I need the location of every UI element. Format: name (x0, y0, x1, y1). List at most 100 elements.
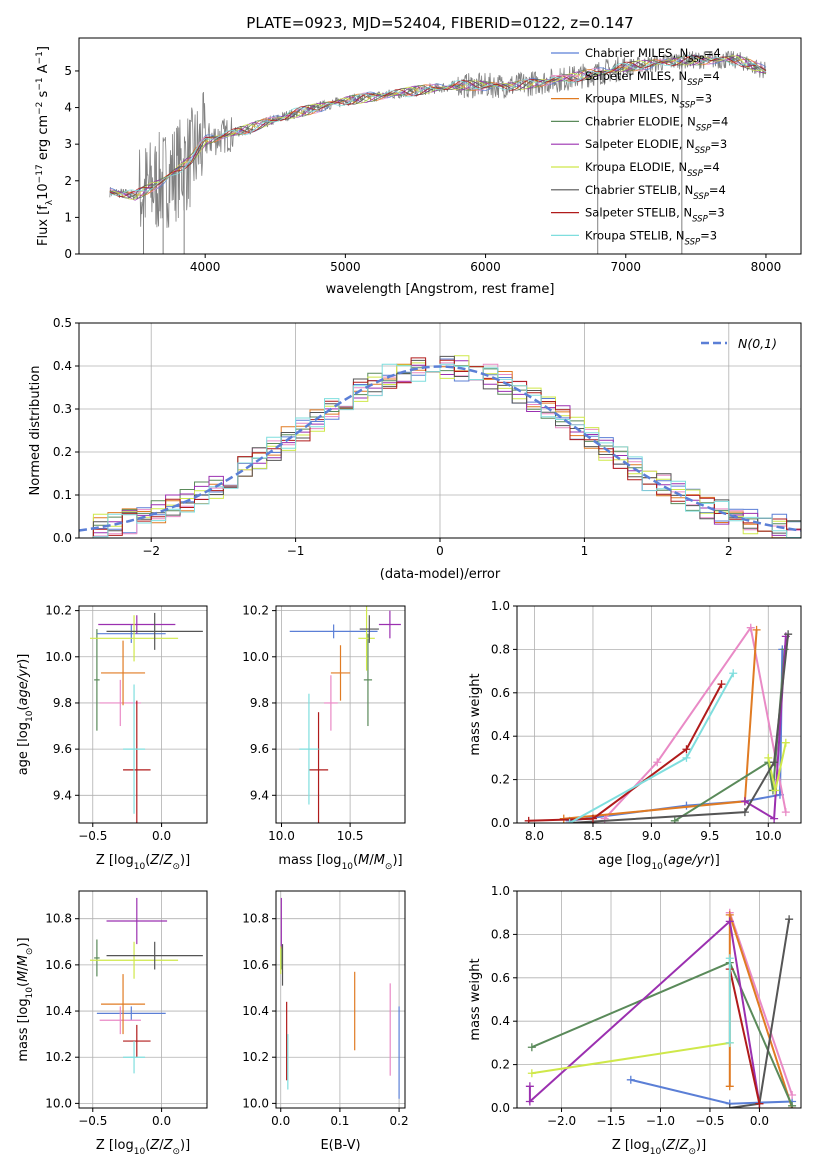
weight-marker (682, 801, 691, 810)
legend-entry: Salpeter STELIB, NSSP=3 (585, 206, 725, 225)
chart-weight-vs-Z: −2.0 −1.5 −1.0 −0.5 0.0 0.0 0.2 0.4 0.6 0.8 1.0 Z [… (468, 884, 802, 1157)
plot-area (525, 908, 797, 1108)
error-point (96, 1006, 166, 1021)
y-axis-label: mass weight (468, 673, 483, 755)
y-tick-label: 4 (64, 101, 72, 115)
error-point (358, 606, 375, 671)
x-tick-label: 0.0 (152, 1114, 171, 1128)
x-axis-label: mass [log10(M/M⊙)] (278, 853, 402, 872)
y-tick-label: 10.0 (242, 1096, 269, 1110)
weight-marker (725, 1038, 734, 1047)
model-spectrum (109, 54, 767, 196)
x-tick-label: 8.5 (583, 829, 602, 843)
y-tick-label: 0.4 (491, 729, 510, 743)
x-tick-label: −1.5 (596, 1114, 625, 1128)
axes-frame (78, 605, 208, 824)
weight-marker (781, 808, 790, 817)
x-tick-label: 5000 (330, 260, 361, 274)
figure-title: PLATE=0923, MJD=52404, FIBERID=0122, z=0… (246, 14, 633, 32)
y-tick-label: 3 (64, 137, 72, 151)
weight-marker (524, 816, 533, 823)
error-point (106, 897, 168, 945)
weight-marker (752, 625, 761, 634)
y-tick-label: 0.8 (491, 642, 510, 656)
x-tick-label: 0 (436, 544, 444, 558)
weight-marker (525, 1097, 534, 1106)
weight-marker (729, 669, 738, 678)
y-tick-label: 10.2 (242, 1050, 269, 1064)
y-tick-label: 0.1 (53, 488, 72, 502)
axes-frame (78, 890, 208, 1109)
y-tick-label: 1.0 (491, 884, 510, 898)
weight-marker (725, 1104, 734, 1108)
y-tick-label: 9.4 (53, 788, 72, 802)
y-tick-label: 9.8 (250, 696, 269, 710)
legend-entry: Salpeter ELODIE, NSSP=3 (585, 137, 727, 156)
x-tick-label: 0.2 (390, 1114, 409, 1128)
y-tick-label: 1 (64, 210, 72, 224)
error-point (90, 615, 179, 662)
plot-area (524, 623, 793, 823)
x-tick-label: −2 (142, 544, 160, 558)
model-spectrum (109, 55, 767, 195)
y-tick-label: 10.2 (242, 604, 269, 618)
error-point (378, 610, 401, 639)
error-point (99, 679, 141, 727)
x-tick-label: 0.0 (152, 829, 171, 843)
x-tick-label: −1 (287, 544, 305, 558)
weight-marker (653, 758, 662, 767)
error-point (123, 1024, 151, 1058)
axes-frame (516, 890, 802, 1109)
error-point (123, 700, 151, 823)
y-tick-label: 10.8 (242, 912, 269, 926)
y-tick-label: 10.0 (45, 1096, 72, 1110)
weight-marker (740, 808, 749, 817)
plot-area (109, 50, 767, 254)
y-tick-label: 0.6 (491, 686, 510, 700)
weight-marker (588, 814, 597, 823)
error-point (96, 624, 166, 643)
error-point (101, 974, 146, 1035)
weight-marker (565, 819, 574, 823)
weight-marker (725, 954, 734, 963)
weight-marker (764, 753, 773, 762)
legend-entry: Chabrier MILES, NSSP=4 (585, 46, 721, 65)
weight-marker (682, 753, 691, 762)
y-tick-label: 0.6 (491, 971, 510, 985)
y-tick-label: 10.4 (242, 1004, 269, 1018)
axes-frame (275, 605, 406, 824)
weight-marker (527, 1069, 536, 1078)
legend-entry: Kroupa MILES, NSSP=3 (585, 92, 712, 111)
weight-marker (770, 758, 779, 767)
plot-area (90, 897, 203, 1074)
error-point (106, 941, 203, 970)
chart-age-vs-mass: 10.0 10.5 9.4 9.6 9.8 10.0 10.2 mass [log10(M/M… (242, 604, 406, 872)
weight-marker (626, 1075, 635, 1084)
error-point (123, 1041, 146, 1074)
y-tick-label: 10.2 (45, 604, 72, 618)
weight-marker (725, 1082, 734, 1091)
error-point (106, 612, 203, 650)
legend-entry: Kroupa STELIB, NSSP=3 (585, 228, 717, 247)
y-tick-label: 0.3 (53, 402, 72, 416)
histogram-series (79, 363, 801, 538)
y-tick-label: 0.2 (491, 1058, 510, 1072)
x-tick-label: −0.5 (78, 829, 107, 843)
y-axis-label: Flux [fλ10−17 erg cm−2 s−1 A−1] (35, 46, 55, 246)
x-tick-label: 8.0 (525, 829, 544, 843)
x-tick-label: 10.0 (755, 829, 782, 843)
error-point (98, 615, 176, 634)
y-tick-label: 0.2 (53, 445, 72, 459)
error-point (289, 624, 378, 639)
error-point (308, 712, 329, 823)
y-tick-label: 9.8 (53, 696, 72, 710)
legend-entry: Chabrier STELIB, NSSP=4 (585, 183, 726, 202)
chart-mass-vs-Z: −0.5 0.0 10.0 10.2 10.4 10.6 10.8 Z [log10(Z/Z⊙… (16, 890, 208, 1157)
weight-marker (755, 1099, 764, 1108)
y-tick-label: 10.6 (242, 958, 269, 972)
weight-marker (770, 814, 779, 823)
weight-marker (725, 917, 734, 926)
weight-marker (670, 816, 679, 823)
y-tick-label: 10.4 (45, 1004, 72, 1018)
y-tick-label: 0.4 (53, 359, 72, 373)
